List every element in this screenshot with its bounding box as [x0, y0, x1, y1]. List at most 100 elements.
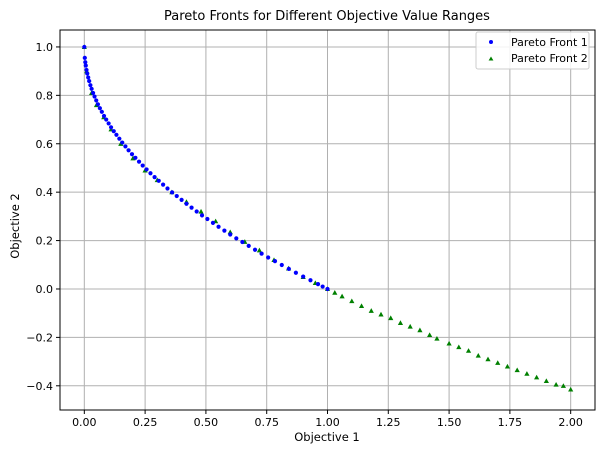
- data-points: [81, 44, 574, 392]
- front-1-point: [133, 155, 138, 160]
- front-1-point: [170, 190, 175, 195]
- front-1-point: [293, 270, 298, 275]
- front-1-point: [94, 98, 99, 103]
- x-tick-label: 1.50: [437, 416, 462, 429]
- legend-label-front-1: Pareto Front 1: [511, 36, 588, 49]
- front-1-point: [108, 125, 114, 130]
- legend-marker-front-2: [488, 56, 494, 61]
- front-2-point: [543, 378, 549, 384]
- front-1-point: [266, 255, 271, 260]
- x-tick-label: 1.25: [376, 416, 401, 429]
- chart-title: Pareto Fronts for Different Objective Va…: [164, 9, 490, 24]
- front-2-point: [198, 208, 204, 214]
- front-2-point: [495, 360, 501, 365]
- front-1-point: [286, 266, 291, 271]
- front-2-point: [446, 340, 452, 346]
- front-1-point: [210, 220, 216, 226]
- x-tick-label: 1.75: [498, 416, 523, 429]
- front-1-point: [279, 262, 284, 268]
- front-1-point: [234, 236, 239, 241]
- front-1-point: [97, 106, 102, 111]
- x-tick-label: 0.25: [133, 416, 158, 429]
- front-1-point: [90, 90, 96, 96]
- front-1-point: [82, 55, 87, 60]
- front-1-point: [129, 152, 135, 157]
- front-1-point: [272, 259, 278, 264]
- front-2-point: [524, 371, 530, 376]
- front-1-point: [315, 282, 321, 287]
- front-1-point: [179, 197, 184, 203]
- legend-marker-front-1: [489, 40, 493, 44]
- legend-box: [475, 31, 590, 70]
- x-tick-label: 2.00: [558, 416, 583, 429]
- front-2-point: [417, 327, 423, 333]
- front-1-point: [84, 67, 89, 73]
- front-1-point: [194, 209, 199, 214]
- front-1-point: [111, 129, 116, 134]
- front-1-point: [83, 63, 88, 68]
- axis-ticks: 0.00 0.25 0.50 0.75 1.00 1.25 1.50 1.75 2.00 1.0 0…: [26, 41, 583, 429]
- front-1-point: [101, 113, 107, 119]
- front-2-point: [485, 356, 491, 362]
- front-1-point: [199, 213, 205, 218]
- y-tick-label: 0.0: [36, 283, 54, 296]
- front-1-point: [126, 148, 131, 153]
- front-1-point: [222, 228, 227, 233]
- front-2-point: [349, 298, 355, 304]
- front-1-point: [228, 232, 233, 237]
- front-1-point: [152, 175, 157, 180]
- front-2-point: [553, 381, 559, 387]
- front-1-point: [114, 132, 119, 137]
- front-1-point: [123, 144, 128, 149]
- front-2-point: [358, 303, 365, 309]
- front-2-point: [427, 332, 433, 338]
- front-1-point: [320, 284, 325, 289]
- front-2-point: [560, 383, 566, 388]
- x-tick-label: 0.50: [194, 416, 219, 429]
- front-1-point: [117, 136, 122, 141]
- front-1-point: [106, 121, 111, 126]
- front-1-point: [165, 186, 170, 191]
- front-1-point: [205, 216, 210, 222]
- front-2-point: [568, 386, 574, 392]
- front-1-point: [136, 159, 142, 164]
- front-1-point: [325, 286, 330, 292]
- front-1-point: [308, 278, 313, 283]
- front-1-point: [89, 86, 94, 91]
- y-tick-label: 1.0: [36, 41, 54, 54]
- x-tick-label: 0.75: [254, 416, 279, 429]
- y-tick-label: 0.4: [36, 186, 54, 199]
- y-tick-label: 0.2: [36, 235, 54, 248]
- front-1-point: [87, 78, 92, 84]
- front-1-point: [161, 182, 166, 187]
- front-2-point: [514, 367, 520, 373]
- front-1-point: [99, 109, 104, 114]
- front-1-point: [156, 178, 161, 183]
- legend-label-front-2: Pareto Front 2: [511, 52, 588, 65]
- front-1-point: [92, 94, 97, 99]
- front-2-point: [434, 335, 440, 341]
- front-1-point: [259, 251, 264, 256]
- front-1-point: [144, 167, 149, 172]
- front-2-point: [332, 290, 338, 295]
- front-1-point: [86, 75, 91, 80]
- front-1-point: [140, 163, 145, 168]
- x-axis-title: Objective 1: [294, 430, 360, 444]
- front-1-point: [83, 60, 88, 65]
- front-1-point: [88, 83, 93, 88]
- front-2-point: [407, 323, 413, 329]
- y-tick-label: 0.6: [36, 138, 54, 151]
- front-1-point: [246, 243, 251, 248]
- front-1-point: [82, 44, 87, 50]
- front-1-point: [85, 71, 90, 76]
- front-1-point: [240, 239, 245, 245]
- front-2-point: [256, 247, 263, 253]
- front-1-point: [252, 247, 258, 252]
- front-2-point: [534, 374, 540, 380]
- front-2-point: [388, 315, 394, 321]
- y-tick-label: 0.8: [36, 89, 54, 102]
- y-tick-label: −0.2: [26, 331, 53, 344]
